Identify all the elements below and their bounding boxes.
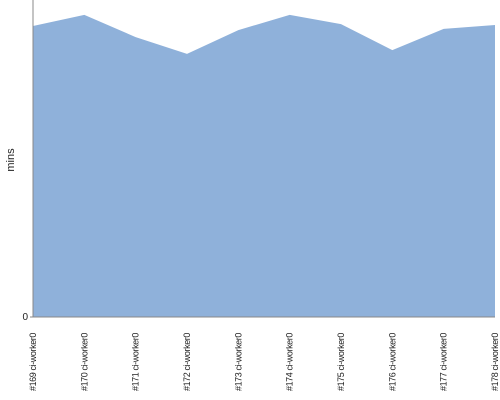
x-tick-label: #170 ci-worker0 <box>79 333 89 391</box>
x-tick-label: #175 ci-worker0 <box>336 333 346 391</box>
y-tick-label: 0 <box>22 312 28 323</box>
x-tick-label: #177 ci-worker0 <box>439 333 449 391</box>
area <box>33 14 495 318</box>
x-tick-label: #178 ci-worker0 <box>490 333 500 391</box>
x-tick-label: #169 ci-worker0 <box>28 333 38 391</box>
y-axis-label: mins <box>5 148 17 172</box>
x-tick-label: #172 ci-worker0 <box>182 333 192 391</box>
x-tick-label: #174 ci-worker0 <box>285 333 295 391</box>
x-tick-label: #171 ci-worker0 <box>131 333 141 391</box>
x-tick-label: #173 ci-worker0 <box>233 333 243 391</box>
x-tick-label: #176 ci-worker0 <box>387 333 397 391</box>
